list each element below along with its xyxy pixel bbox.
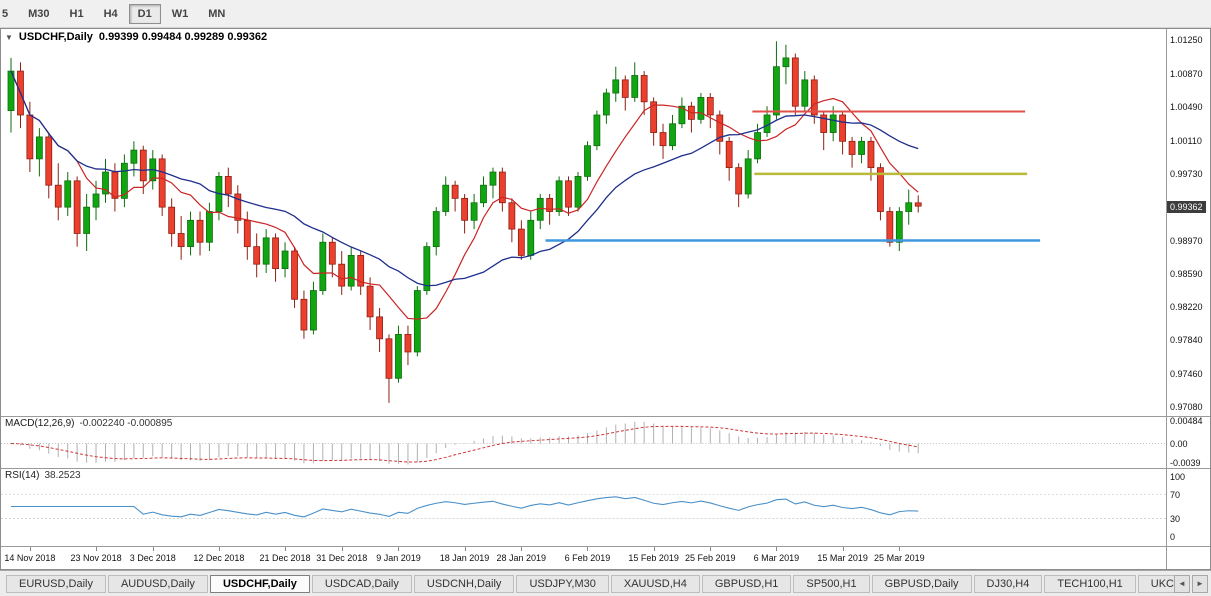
macd-label: MACD(12,26,9) -0.002240 -0.000895 bbox=[5, 418, 173, 429]
time-axis-tick bbox=[710, 547, 712, 551]
tab-gbpusd-h1[interactable]: GBPUSD,H1 bbox=[701, 574, 792, 593]
time-axis-label: 3 Dec 2018 bbox=[129, 553, 176, 563]
price-axis-label: 0.99730 bbox=[1170, 169, 1203, 179]
tab-ukc[interactable]: UKC bbox=[1137, 574, 1174, 593]
time-axis-tick bbox=[285, 547, 287, 551]
tab-eurusd-daily[interactable]: EURUSD,Daily bbox=[6, 574, 106, 593]
rsi-axis-label: 100 bbox=[1170, 472, 1186, 482]
chart-title: ▼ USDCHF,Daily 0.99399 0.99484 0.99289 0… bbox=[5, 31, 267, 43]
timeframe-button-mn[interactable]: MN bbox=[199, 4, 234, 24]
main-chart-svg[interactable] bbox=[1, 29, 1166, 416]
price-axis-label: 1.00870 bbox=[1170, 69, 1203, 79]
time-axis-tick bbox=[776, 547, 778, 551]
macd-pane[interactable]: MACD(12,26,9) -0.002240 -0.000895 bbox=[1, 417, 1166, 469]
macd-svg bbox=[1, 421, 1166, 465]
timeframe-button-w1[interactable]: W1 bbox=[163, 4, 198, 24]
rsi-label: RSI(14) 38.2523 bbox=[5, 470, 81, 481]
timeframe-button-h1[interactable]: H1 bbox=[61, 4, 93, 24]
rsi-axis-label: 70 bbox=[1170, 490, 1181, 500]
time-axis-label: 23 Nov 2018 bbox=[70, 553, 122, 563]
macd-axis: 0.00484 0.00 -0.0039 bbox=[1166, 417, 1210, 469]
tabs-scroll-right-button[interactable]: ► bbox=[1192, 574, 1208, 593]
rsi-pane[interactable]: RSI(14) 38.2523 bbox=[1, 469, 1166, 547]
price-axis-label: 0.98220 bbox=[1170, 302, 1203, 312]
price-axis-label: 0.97080 bbox=[1170, 402, 1203, 412]
time-axis-tick bbox=[96, 547, 98, 551]
rsi-value: 38.2523 bbox=[44, 470, 81, 481]
current-price-tag: 0.99362 bbox=[1167, 201, 1206, 213]
tab-usdjpy-m30[interactable]: USDJPY,M30 bbox=[516, 574, 609, 593]
time-axis-tick bbox=[842, 547, 844, 551]
timeframe-button-h4[interactable]: H4 bbox=[95, 4, 127, 24]
time-axis-tick bbox=[29, 547, 31, 551]
timeframe-button-5[interactable]: 5 bbox=[0, 4, 17, 24]
time-axis-label: 18 Jan 2019 bbox=[439, 553, 490, 563]
chart-ohlc-values: 0.99399 0.99484 0.99289 0.99362 bbox=[98, 31, 268, 43]
rsi-axis: 100 70 30 0 bbox=[1166, 469, 1210, 547]
chart-tabs: EURUSD,Daily AUDUSD,Daily USDCHF,Daily USDC… bbox=[6, 574, 1174, 593]
tab-usdchf-daily[interactable]: USDCHF,Daily bbox=[209, 574, 310, 593]
chart-window: ▼ USDCHF,Daily 0.99399 0.99484 0.99289 0… bbox=[0, 28, 1211, 570]
tab-scroll-controls: ◄ ► bbox=[1174, 574, 1208, 593]
price-axis-label: 1.00110 bbox=[1170, 136, 1202, 146]
tab-sp500-h1[interactable]: SP500,H1 bbox=[793, 574, 870, 593]
tab-xauusd-h4[interactable]: XAUUSD,H4 bbox=[610, 574, 700, 593]
tab-tech100-h1[interactable]: TECH100,H1 bbox=[1044, 574, 1136, 593]
time-axis-tick bbox=[218, 547, 220, 551]
macd-axis-label: 0.00 bbox=[1170, 439, 1188, 449]
tab-dj30-h4[interactable]: DJ30,H4 bbox=[973, 574, 1043, 593]
time-axis-tick bbox=[899, 547, 901, 551]
time-axis-label: 14 Nov 2018 bbox=[4, 553, 56, 563]
time-axis-label: 15 Mar 2019 bbox=[817, 553, 868, 563]
timeframe-button-d1[interactable]: D1 bbox=[128, 3, 161, 24]
axis-corner bbox=[1166, 547, 1210, 569]
time-axis-tick bbox=[587, 547, 589, 551]
tabs-scroll-left-button[interactable]: ◄ bbox=[1174, 574, 1190, 593]
chart-tabs-bar: EURUSD,Daily AUDUSD,Daily USDCHF,Daily USDC… bbox=[0, 570, 1211, 596]
time-axis-label: 31 Dec 2018 bbox=[316, 553, 368, 563]
time-axis-tick bbox=[152, 547, 154, 551]
time-axis-label: 25 Mar 2019 bbox=[874, 553, 925, 563]
time-axis-tick bbox=[521, 547, 523, 551]
price-axis-label: 0.97840 bbox=[1170, 335, 1203, 345]
macd-values: -0.002240 -0.000895 bbox=[79, 418, 173, 429]
tab-usdcnh-daily[interactable]: USDCNH,Daily bbox=[413, 574, 515, 593]
time-axis-tick bbox=[341, 547, 343, 551]
rsi-axis-label: 0 bbox=[1170, 532, 1176, 542]
rsi-axis-label: 30 bbox=[1170, 514, 1181, 524]
time-axis-tick bbox=[464, 547, 466, 551]
price-axis-label: 1.00490 bbox=[1170, 102, 1203, 112]
time-axis-tick bbox=[653, 547, 655, 551]
time-axis-label: 15 Feb 2019 bbox=[628, 553, 679, 563]
price-axis-label: 0.98970 bbox=[1170, 236, 1203, 246]
price-axis-label: 0.97460 bbox=[1170, 369, 1203, 379]
time-axis-label: 21 Dec 2018 bbox=[259, 553, 311, 563]
tab-usdcad-daily[interactable]: USDCAD,Daily bbox=[311, 574, 412, 593]
time-axis-label: 28 Jan 2019 bbox=[496, 553, 547, 563]
time-axis-label: 6 Mar 2019 bbox=[753, 553, 800, 563]
chart-dropdown-icon[interactable]: ▼ bbox=[5, 32, 13, 42]
timeframe-toolbar: 5 M30 H1 H4 D1 W1 MN bbox=[0, 0, 1211, 28]
price-axis-label: 0.98590 bbox=[1170, 269, 1203, 279]
macd-axis-label: 0.00484 bbox=[1170, 417, 1203, 426]
time-axis-label: 25 Feb 2019 bbox=[684, 553, 736, 563]
tab-audusd-daily[interactable]: AUDUSD,Daily bbox=[107, 574, 208, 593]
tab-gbpusd-daily[interactable]: GBPUSD,Daily bbox=[871, 574, 972, 593]
rsi-svg bbox=[1, 494, 1166, 519]
price-axis: 0.99362 1.01250 1.00870 1.00490 1.00110 0.99… bbox=[1166, 29, 1210, 417]
time-axis-label: 12 Dec 2018 bbox=[193, 553, 245, 563]
macd-axis-label: -0.0039 bbox=[1170, 458, 1201, 468]
time-axis: 14 Nov 2018 23 Nov 2018 3 Dec 2018 12 Dec 2… bbox=[1, 547, 1166, 569]
main-chart-pane[interactable]: ▼ USDCHF,Daily 0.99399 0.99484 0.99289 0… bbox=[1, 29, 1166, 417]
timeframe-button-m30[interactable]: M30 bbox=[19, 4, 58, 24]
chart-symbol-label: USDCHF,Daily bbox=[18, 31, 93, 43]
price-axis-label: 1.01250 bbox=[1170, 35, 1203, 45]
timeframe-buttons: 5 M30 H1 H4 D1 W1 MN bbox=[0, 3, 235, 24]
time-axis-tick bbox=[398, 547, 400, 551]
time-axis-label: 9 Jan 2019 bbox=[376, 553, 421, 563]
time-axis-label: 6 Feb 2019 bbox=[564, 553, 611, 563]
